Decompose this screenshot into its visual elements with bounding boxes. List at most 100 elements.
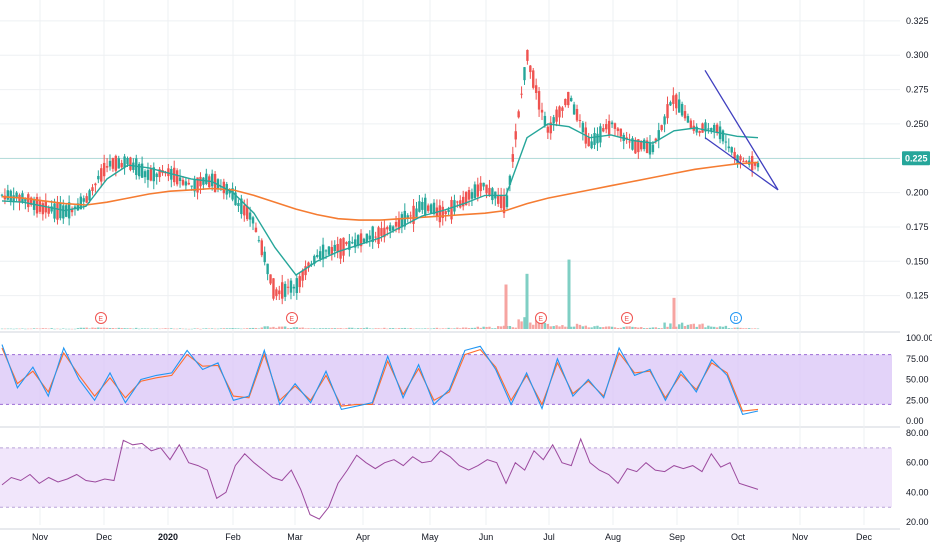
volume-bar: [368, 328, 371, 329]
volume-bar: [313, 328, 316, 329]
candle-body: [637, 139, 640, 153]
volume-bar: [126, 328, 129, 329]
volume-bar: [73, 328, 77, 330]
volume-bar: [432, 328, 436, 329]
volume-bar: [272, 326, 275, 329]
candle-body: [70, 208, 74, 213]
volume-bar: [736, 327, 739, 329]
event-marker: [730, 312, 742, 324]
candle-body: [307, 262, 310, 268]
candle-body: [450, 199, 453, 220]
candle-body: [283, 283, 287, 297]
volume-bar: [549, 326, 552, 329]
price-tick-label: 0.200: [906, 188, 929, 198]
volume-bar: [634, 327, 637, 329]
volume-bar: [365, 327, 369, 329]
candle-body: [193, 179, 196, 192]
price-tick-label: 0.300: [906, 50, 929, 60]
volume-bar: [50, 328, 53, 329]
candle-body: [593, 133, 596, 145]
volume-bar: [100, 327, 103, 329]
candle-body: [497, 195, 500, 204]
volume-bar: [750, 328, 754, 330]
volume-bar: [310, 328, 313, 329]
price-tick-label: 0.275: [906, 85, 929, 95]
volume-bar: [713, 326, 716, 329]
volume-bar: [356, 328, 360, 329]
volume-bar: [278, 326, 281, 329]
candle-body: [590, 141, 593, 149]
rsi-line: [1, 437, 759, 520]
volume-bar: [123, 328, 126, 329]
candle-body: [140, 163, 144, 178]
candle-body: [313, 255, 316, 264]
candle-body: [713, 124, 716, 131]
candle-body: [730, 147, 733, 153]
candle-body: [631, 138, 634, 150]
candle-body: [356, 235, 360, 246]
volume-bar: [38, 328, 42, 330]
candle-body: [324, 250, 328, 252]
candle-body: [126, 157, 129, 165]
candle-body: [602, 128, 605, 132]
volume-bar: [178, 328, 182, 329]
candle-body: [672, 95, 675, 104]
volume-bar: [409, 328, 412, 329]
candle-body: [596, 133, 599, 144]
volume-bar: [228, 328, 231, 329]
candle-body: [569, 97, 573, 102]
candle-body: [123, 156, 126, 168]
candle-body: [753, 162, 757, 166]
candle-body: [546, 126, 550, 133]
candle-body: [549, 122, 552, 134]
candle-body: [348, 240, 351, 250]
volume-bar: [187, 328, 191, 330]
candle-body: [616, 128, 620, 131]
candle-body: [339, 238, 342, 259]
volume-bar-high: [567, 259, 571, 329]
volume-bar: [555, 325, 558, 329]
volume-bar: [108, 328, 112, 329]
candle-body: [453, 200, 456, 212]
candle-body: [383, 227, 386, 238]
volume-bar: [537, 322, 541, 329]
candle-body: [613, 123, 617, 129]
stoch-band: [0, 354, 892, 405]
volume-bar: [415, 328, 418, 329]
candle-body: [640, 141, 643, 150]
candle-body: [82, 198, 85, 202]
volume-bar: [517, 319, 520, 329]
x-tick-label: Feb: [225, 532, 241, 542]
volume-bar: [739, 327, 742, 329]
candle-body: [721, 130, 725, 142]
volume-bar: [281, 326, 284, 329]
volume-bar: [231, 328, 234, 329]
volume-bar: [286, 328, 290, 329]
volume-bar: [47, 328, 50, 330]
volume-bar-high: [525, 273, 529, 329]
candle-body: [724, 141, 728, 143]
stoch-tick-label: 50.00: [906, 375, 929, 385]
candle-body: [143, 171, 147, 178]
volume-bar: [675, 326, 678, 329]
volume-bar: [3, 328, 7, 330]
candle-body: [278, 290, 281, 295]
volume-bar: [456, 327, 459, 329]
volume-bar: [704, 327, 707, 329]
volume-bar: [292, 327, 296, 329]
volume-bar: [88, 328, 91, 330]
volume-bar: [62, 328, 65, 329]
candle-body: [210, 173, 214, 187]
candle-body: [710, 127, 713, 131]
candle-body: [578, 120, 582, 122]
volume-bar: [135, 327, 138, 329]
volume-bar: [219, 328, 223, 329]
volume-bar: [683, 326, 687, 329]
candle-body: [129, 157, 132, 170]
volume-bar: [529, 322, 532, 329]
stoch-tick-label: 25.00: [906, 395, 929, 405]
volume-bar: [502, 325, 506, 329]
volume-bar: [686, 324, 690, 329]
volume-bar: [35, 328, 39, 329]
